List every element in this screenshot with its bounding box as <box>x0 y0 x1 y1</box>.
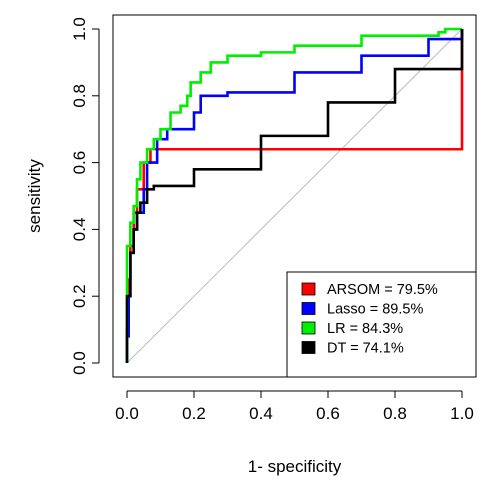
x-tick-label: 0.2 <box>182 404 206 423</box>
roc-curve-4 <box>125 29 464 363</box>
legend-box <box>286 271 477 378</box>
x-tick-label: 0.4 <box>249 404 273 423</box>
y-tick-label: 0.0 <box>70 351 89 375</box>
y-tick-label: 0.6 <box>70 151 89 175</box>
legend-label: ARSOM = 79.5% <box>327 282 438 298</box>
legend-label: Lasso = 89.5% <box>327 302 423 318</box>
roc-curves-layer <box>125 27 464 363</box>
x-axis: 0.0 0.2 0.4 0.6 0.8 1.0 <box>115 390 474 423</box>
legend-swatch <box>301 302 316 315</box>
diagonal-reference-line <box>126 28 463 364</box>
x-tick-label: 0.0 <box>115 404 139 423</box>
y-axis-title: sensitivity <box>25 159 44 233</box>
diagonal-reference-layer <box>126 28 463 364</box>
legend-swatch <box>301 282 316 296</box>
y-tick-label: 0.2 <box>70 284 89 308</box>
roc-curve-3 <box>125 27 462 363</box>
x-axis-title: 1- specificity <box>248 457 342 476</box>
x-tick-label: 0.8 <box>383 404 407 423</box>
y-tick-label: 0.4 <box>70 218 89 242</box>
legend-swatch <box>301 341 316 354</box>
y-axis: 0.0 0.2 0.4 0.6 0.8 1.0 <box>70 17 100 375</box>
y-tick-label: 1.0 <box>70 17 89 41</box>
legend: ARSOM = 79.5% Lasso = 89.5% LR = 84.3% DT =… <box>286 271 477 378</box>
x-tick-label: 1.0 <box>450 404 474 423</box>
legend-swatch <box>301 321 316 335</box>
y-tick-label: 0.8 <box>70 84 89 108</box>
legend-label: LR = 84.3% <box>327 321 403 337</box>
x-tick-label: 0.6 <box>316 404 340 423</box>
legend-label: DT = 74.1% <box>327 341 404 357</box>
